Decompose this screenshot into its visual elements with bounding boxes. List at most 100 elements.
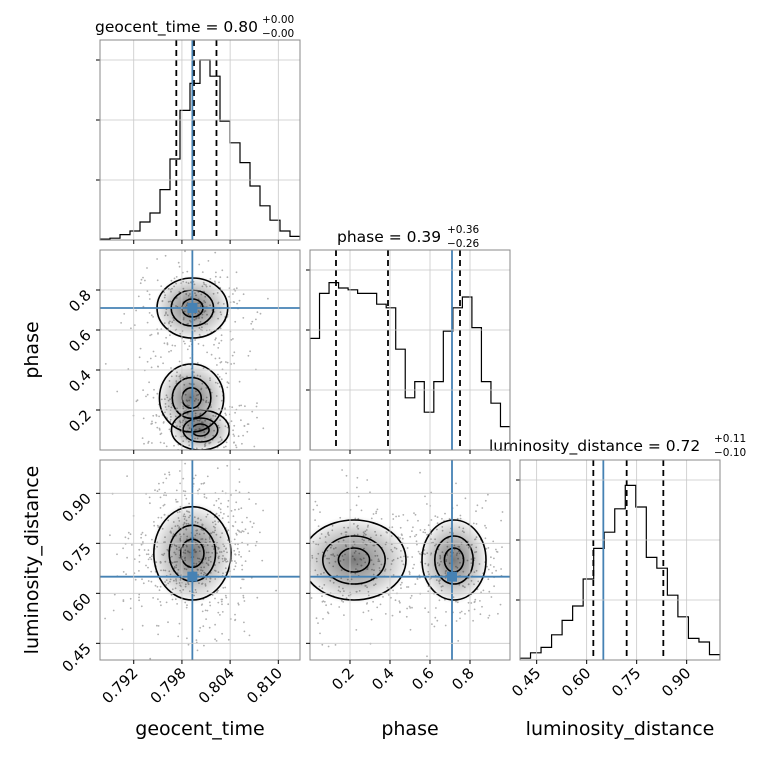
- sample-point: [238, 481, 241, 483]
- sample-point: [243, 461, 245, 463]
- sample-point: [165, 601, 168, 604]
- sample-point: [262, 509, 264, 512]
- panel-frame: [99, 39, 301, 241]
- sample-point: [104, 363, 107, 365]
- sample-point: [290, 585, 292, 587]
- sample-point: [487, 578, 490, 581]
- sample-point: [235, 501, 238, 504]
- sample-point: [140, 605, 143, 608]
- sample-point: [244, 560, 247, 562]
- sample-point: [473, 608, 476, 611]
- sample-point: [157, 332, 159, 334]
- sample-point: [427, 611, 430, 613]
- sample-point: [538, 577, 540, 579]
- sample-point: [150, 366, 153, 369]
- sample-point: [472, 619, 474, 622]
- sample-point: [175, 489, 178, 492]
- sample-point: [233, 435, 236, 437]
- sample-point: [140, 543, 143, 546]
- sample-point: [148, 312, 151, 314]
- sample-point: [240, 555, 243, 558]
- sample-point: [282, 518, 284, 520]
- sample-point: [143, 549, 146, 551]
- sample-point: [217, 601, 220, 604]
- sample-point: [237, 602, 240, 605]
- sample-point: [158, 427, 161, 430]
- sample-point: [372, 513, 375, 515]
- sample-point: [156, 258, 159, 260]
- sample-point: [166, 455, 168, 457]
- sample-point: [224, 586, 227, 589]
- sample-point: [213, 504, 216, 507]
- sample-point: [369, 491, 371, 494]
- sample-point: [159, 601, 162, 603]
- sample-point: [435, 607, 437, 609]
- sample-point: [416, 578, 419, 580]
- sample-point: [164, 473, 166, 476]
- sample-point: [305, 555, 307, 557]
- sample-point: [457, 640, 460, 642]
- sample-point: [154, 421, 157, 424]
- sample-point: [151, 420, 153, 423]
- sample-point: [209, 604, 212, 607]
- sample-point: [157, 365, 160, 368]
- sample-point: [201, 610, 204, 613]
- sample-point: [238, 491, 241, 494]
- sample-point: [213, 343, 215, 346]
- sample-point: [154, 489, 156, 492]
- sample-point: [177, 455, 179, 457]
- sample-point: [412, 567, 414, 570]
- sample-point: [424, 495, 426, 498]
- sample-point: [384, 613, 387, 615]
- sample-point: [166, 343, 169, 346]
- y-tick-label-phase: 0.6: [65, 326, 95, 356]
- sample-point: [247, 354, 250, 357]
- sample-point: [237, 508, 240, 511]
- sample-point: [185, 497, 188, 500]
- sample-point: [226, 464, 229, 467]
- sample-point: [138, 561, 141, 563]
- sample-point: [294, 602, 296, 604]
- sample-point: [356, 486, 358, 489]
- sample-point: [122, 599, 125, 601]
- sample-point: [275, 535, 277, 537]
- sample-point: [334, 644, 337, 646]
- sample-point: [307, 586, 309, 588]
- sample-point: [297, 582, 299, 584]
- title-luminosity-distance: luminosity_distance = 0.72: [489, 437, 700, 456]
- sample-point: [201, 603, 204, 606]
- sample-point: [234, 521, 237, 523]
- sample-point: [242, 530, 245, 533]
- sample-point: [375, 512, 377, 515]
- sample-point: [203, 496, 206, 498]
- sample-point: [158, 488, 161, 491]
- sample-point: [219, 508, 222, 511]
- sample-point: [140, 536, 143, 539]
- sample-point: [400, 533, 403, 536]
- sample-point: [184, 250, 186, 253]
- sample-point: [417, 519, 419, 522]
- sample-point: [219, 276, 222, 279]
- sample-point: [230, 510, 233, 512]
- sample-point: [176, 463, 178, 465]
- sample-point: [172, 456, 174, 458]
- sample-point: [157, 633, 160, 636]
- sample-point: [133, 324, 136, 326]
- sample-point: [485, 527, 487, 529]
- x-tick-label-geocent_time: 0.810: [243, 664, 286, 707]
- sample-point: [317, 622, 319, 624]
- sample-point: [288, 550, 290, 552]
- sample-point: [297, 522, 299, 524]
- sample-point: [493, 557, 495, 560]
- sample-point: [390, 596, 392, 599]
- sample-point: [252, 510, 254, 512]
- scatter-panel-geocent_time-luminosity_distance: [99, 455, 301, 661]
- sample-point: [407, 586, 410, 588]
- sample-point: [236, 547, 239, 550]
- sample-point: [238, 404, 241, 407]
- sample-point: [152, 597, 155, 599]
- x-tick-label-phase: 0.6: [408, 664, 438, 694]
- histogram-geocent_time: [100, 59, 300, 240]
- sample-point: [215, 640, 218, 642]
